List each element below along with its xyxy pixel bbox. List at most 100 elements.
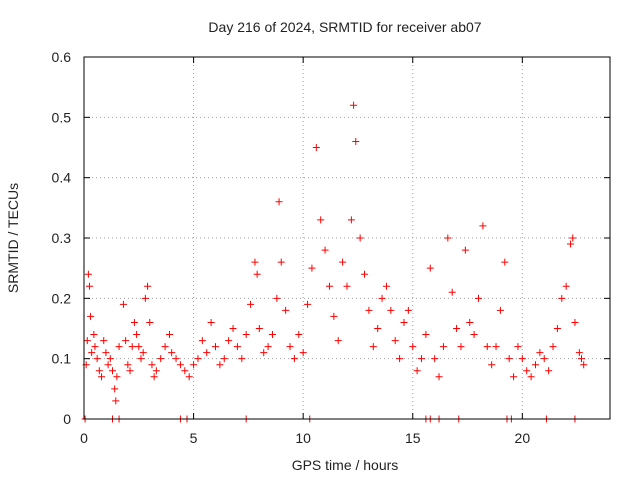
data-point-marker: [330, 312, 338, 320]
data-point-marker: [396, 355, 404, 363]
data-point-marker: [290, 355, 298, 363]
data-point-marker: [400, 318, 408, 326]
data-point-marker: [391, 337, 399, 345]
data-point-marker: [229, 325, 237, 332]
data-point-marker: [112, 397, 120, 405]
data-point-marker: [304, 300, 312, 308]
data-point-marker: [567, 240, 575, 248]
data-point-marker: [225, 337, 233, 345]
data-point-marker: [439, 343, 447, 351]
data-point-marker: [549, 343, 557, 351]
data-point-marker: [295, 331, 303, 339]
x-tick-labels: 0 5 10 15 20: [80, 430, 530, 446]
data-point-marker: [369, 343, 377, 351]
data-point-marker: [299, 349, 307, 357]
data-point-marker: [578, 355, 586, 363]
data-point-marker: [361, 270, 369, 278]
data-point-marker: [83, 337, 91, 345]
data-point-marker: [374, 325, 382, 332]
data-point-marker: [431, 355, 439, 363]
data-point-marker: [339, 258, 347, 266]
y-tick-label: 0.3: [52, 230, 72, 246]
data-points: [81, 101, 588, 423]
x-tick-label: 15: [405, 430, 421, 446]
y-tick-label: 0.5: [52, 109, 72, 125]
data-point-marker: [161, 343, 169, 351]
data-point-marker: [422, 331, 430, 339]
data-point-marker: [418, 355, 426, 363]
data-point-marker: [100, 337, 108, 345]
data-point-marker: [247, 300, 255, 308]
data-point-marker: [150, 373, 158, 381]
data-point-marker: [91, 343, 99, 351]
data-point-marker: [273, 294, 281, 302]
data-point-marker: [531, 361, 539, 369]
data-point-marker: [220, 355, 228, 363]
data-point-marker: [181, 367, 189, 375]
data-point-marker: [139, 349, 147, 357]
data-point-marker: [571, 318, 579, 326]
data-point-marker: [255, 325, 263, 332]
x-tick-label: 10: [295, 430, 311, 446]
data-point-marker: [575, 349, 583, 357]
data-point-marker: [321, 246, 329, 254]
data-point-marker: [343, 282, 351, 290]
data-point-marker: [102, 349, 110, 357]
data-point-marker: [518, 355, 526, 363]
data-point-marker: [461, 246, 469, 254]
y-tick-label: 0.4: [52, 170, 72, 186]
data-point-marker: [207, 318, 215, 326]
data-point-marker: [523, 367, 531, 375]
data-point-marker: [496, 306, 504, 314]
data-point-marker: [365, 306, 373, 314]
data-point-marker: [212, 343, 219, 351]
data-point-marker: [457, 343, 465, 351]
data-point-marker: [106, 355, 114, 363]
data-point-marker: [413, 367, 421, 375]
data-point-marker: [146, 318, 154, 326]
data-point-marker: [90, 331, 98, 339]
data-point-marker: [268, 331, 276, 339]
data-point-marker: [562, 282, 570, 290]
data-point-marker: [453, 325, 461, 332]
data-point-marker: [580, 361, 588, 369]
data-point-marker: [122, 337, 130, 345]
data-point-marker: [260, 349, 268, 357]
data-point-marker: [312, 144, 320, 151]
data-point-marker: [435, 373, 443, 381]
data-point-marker: [426, 264, 434, 272]
data-point-marker: [168, 349, 176, 357]
data-point-marker: [238, 355, 246, 363]
data-point-marker: [233, 343, 241, 351]
data-point-marker: [352, 137, 360, 145]
data-point-marker: [144, 282, 152, 290]
y-axis-label: SRMTID / TECUs: [5, 183, 21, 293]
data-point-marker: [137, 355, 145, 363]
data-point-marker: [108, 367, 116, 375]
data-point-marker: [251, 258, 259, 266]
data-point-marker: [536, 349, 544, 357]
data-point-marker: [88, 349, 96, 357]
data-point-marker: [84, 270, 92, 278]
data-point-marker: [148, 361, 156, 369]
data-point-marker: [378, 294, 386, 302]
y-tick-labels: 0 0.1 0.2 0.3 0.4 0.5 0.6: [52, 49, 72, 427]
y-tick-label: 0.2: [52, 290, 72, 306]
data-point-marker: [558, 294, 566, 302]
data-point-marker: [470, 331, 478, 339]
data-point-marker: [545, 367, 553, 375]
data-point-marker: [185, 373, 193, 381]
data-point-marker: [356, 234, 364, 242]
data-point-marker: [483, 343, 491, 351]
data-point-marker: [527, 373, 535, 381]
y-tick-label: 0.1: [52, 351, 72, 367]
data-point-marker: [113, 373, 121, 381]
tick-marks: [83, 56, 610, 420]
x-tick-label: 5: [190, 430, 198, 446]
data-point-marker: [194, 355, 202, 363]
data-point-marker: [111, 385, 119, 393]
x-tick-label: 0: [80, 430, 88, 446]
data-point-marker: [334, 337, 342, 345]
data-point-marker: [308, 264, 316, 272]
